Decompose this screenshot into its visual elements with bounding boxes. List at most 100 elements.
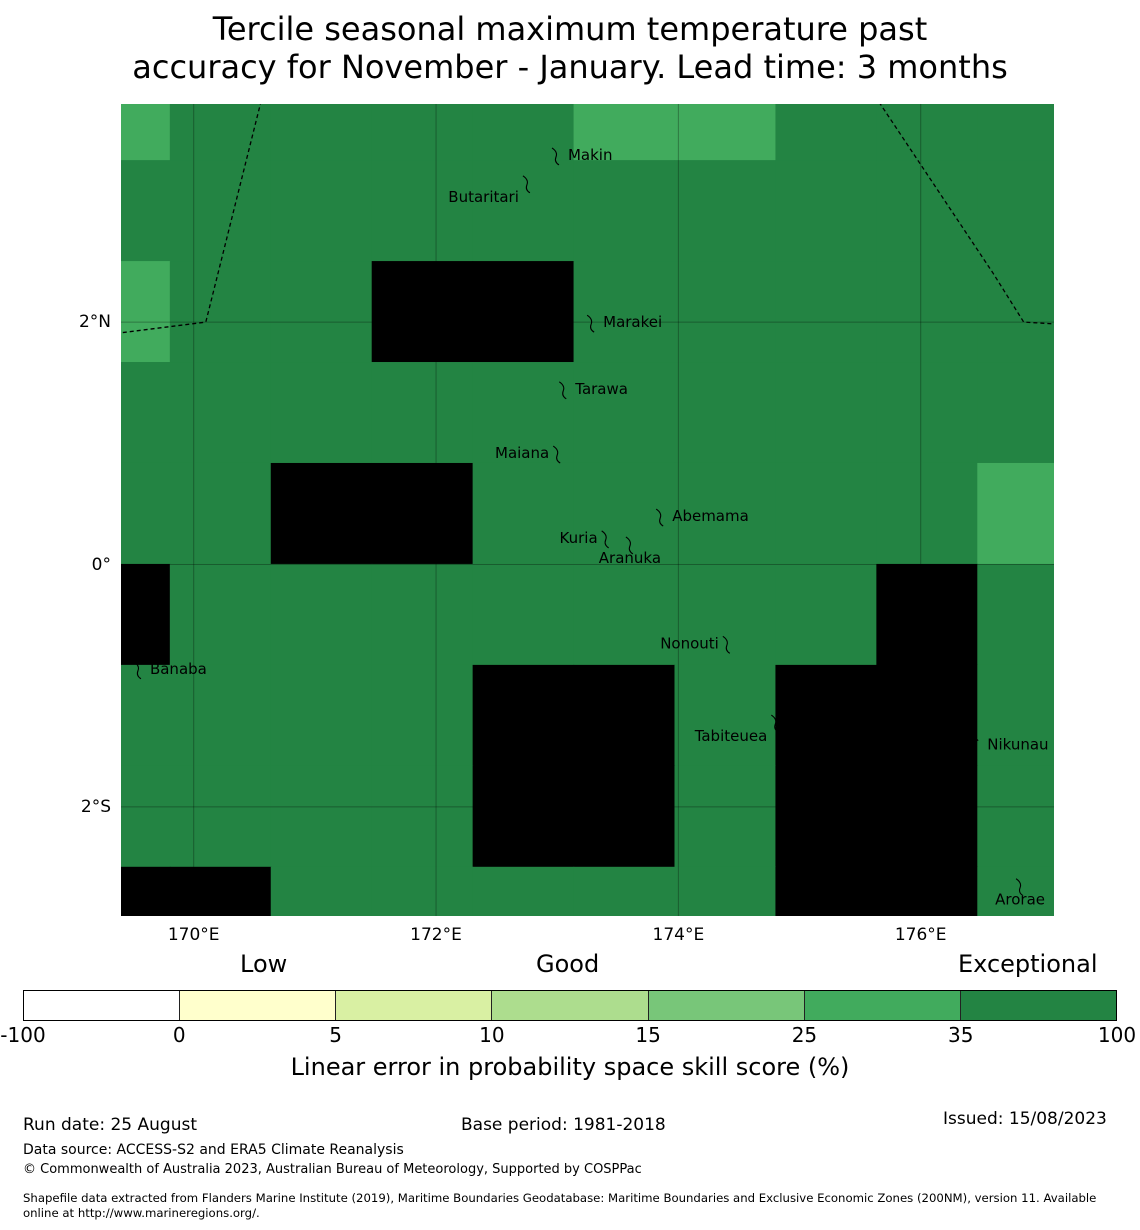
skill-cell: [472, 362, 575, 464]
eez-boundary-line: [879, 104, 1054, 325]
issued-date: Issued: 15/08/2023: [943, 1109, 1107, 1129]
latitude-label: 0°: [91, 554, 111, 575]
skill-cell: [775, 362, 877, 464]
skill-cell: [674, 563, 777, 666]
skill-cell: [169, 866, 272, 916]
island-label-butaritari: Butaritari: [448, 188, 519, 206]
skill-cell: [977, 664, 1054, 767]
island-label-beru: Beru: [875, 719, 910, 737]
colorbar-tick-label: 0: [172, 1023, 186, 1047]
skill-cell: [121, 104, 171, 161]
skill-cell: [121, 362, 171, 464]
legend-category-low: Low: [240, 950, 288, 978]
skill-cell: [876, 664, 978, 767]
skill-cell: [169, 160, 272, 262]
island-label-arorae: Arorae: [995, 891, 1045, 909]
island-label-aranuka: Aranuka: [599, 549, 661, 567]
copyright: © Commonwealth of Australia 2023, Austra…: [23, 1162, 642, 1177]
skill-cell: [371, 866, 474, 916]
eez-boundary-line: [121, 104, 262, 334]
island-label-abaiang: Abaiang: [482, 331, 543, 349]
skill-cell: [775, 160, 877, 262]
skill-cell: [121, 261, 171, 363]
skill-cell: [876, 462, 978, 565]
map-canvas: Makin Butaritari Marakei Abaiang Tarawa Maian…: [121, 104, 1054, 916]
skill-cell: [876, 261, 978, 363]
skill-cell: [121, 462, 171, 565]
legend-category-good: Good: [536, 950, 600, 978]
skill-cell: [775, 462, 877, 565]
skill-cell: [472, 160, 575, 262]
graticule: [121, 104, 1054, 916]
skill-cell: [775, 664, 877, 767]
colorbar-tick-label: 10: [479, 1023, 505, 1047]
colorbar-tick-label: 15: [635, 1023, 661, 1047]
island-label-nikunau: Nikunau: [987, 736, 1048, 754]
skill-cell: [371, 765, 474, 868]
skill-cell: [270, 765, 373, 868]
skill-cell: [270, 462, 373, 565]
island-outline-arorae: [1015, 878, 1024, 897]
colorbar-segment: [648, 991, 805, 1020]
skill-cell: [371, 563, 474, 666]
skill-cell: [270, 362, 373, 464]
island-label-tabiteuea: Tabiteuea: [694, 727, 768, 745]
shapefile-credit-line-1: Shapefile data extracted from Flanders M…: [23, 1191, 1097, 1205]
skill-cell: [674, 261, 777, 363]
island-outline-banaba: [133, 661, 142, 680]
skill-cells: [121, 104, 1054, 916]
skill-cell: [169, 261, 272, 363]
title-line-1: Tercile seasonal maximum temperature pas…: [212, 10, 928, 48]
skill-cell: [876, 104, 978, 161]
island-label-nonouti: Nonouti: [660, 634, 719, 652]
island-outline-aranuka: [625, 536, 634, 555]
colorbar-segment: [336, 991, 493, 1020]
skill-cell: [775, 104, 877, 161]
skill-cell: [371, 160, 474, 262]
skill-cell: [674, 160, 777, 262]
island-outline-maiana: [552, 445, 561, 464]
island-outline-onotoa: [861, 777, 870, 796]
skill-cell: [270, 866, 373, 916]
skill-cell: [270, 104, 373, 161]
island-label-tarawa: Tarawa: [574, 380, 628, 398]
island-label-banaba: Banaba: [150, 660, 207, 678]
skill-cell: [573, 261, 676, 363]
skill-cell: [472, 563, 575, 666]
skill-cell: [270, 261, 373, 363]
longitude-label: 174°E: [652, 925, 705, 945]
skill-cell: [977, 362, 1054, 464]
island-label-kuria: Kuria: [560, 529, 598, 547]
skill-cell: [674, 362, 777, 464]
skill-cell: [573, 362, 676, 464]
islands: Makin Butaritari Marakei Abaiang Tarawa Maian…: [133, 146, 1049, 909]
skill-cell: [775, 261, 877, 363]
island-outline-butaritari: [522, 175, 531, 194]
colorbar-tick-label: 35: [947, 1023, 974, 1047]
colorbar-tick-label: -100: [0, 1023, 46, 1047]
colorbar-segment: [804, 991, 961, 1020]
skill-cell: [371, 261, 474, 363]
island-label-maiana: Maiana: [495, 444, 549, 462]
skill-cell: [775, 765, 877, 868]
island-outline-nikunau: [970, 723, 979, 742]
skill-cell: [573, 765, 676, 868]
island-label-abemama: Abemama: [672, 507, 749, 525]
skill-cell: [472, 104, 575, 161]
skill-cell: [270, 160, 373, 262]
colorbar: [23, 990, 1117, 1021]
skill-cell: [573, 664, 676, 767]
colorbar-tick-label: 5: [329, 1023, 342, 1047]
skill-cell: [674, 664, 777, 767]
colorbar-segment: [180, 991, 337, 1020]
skill-cell: [977, 160, 1054, 262]
skill-cell: [371, 462, 474, 565]
skill-cell: [977, 104, 1054, 161]
skill-cell: [472, 866, 575, 916]
skill-cell: [472, 261, 575, 363]
skill-cell: [169, 462, 272, 565]
colorbar-tick-label: 100: [1097, 1023, 1137, 1047]
skill-cell: [977, 462, 1054, 565]
island-outline-nonouti: [722, 635, 731, 654]
skill-cell: [169, 664, 272, 767]
